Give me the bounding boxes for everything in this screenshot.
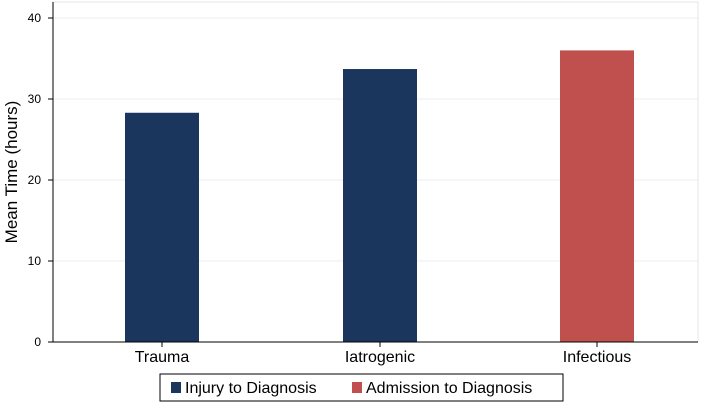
legend-label-injury: Injury to Diagnosis (185, 380, 317, 397)
bar-iatrogenic (343, 69, 417, 342)
bar-trauma (125, 112, 199, 343)
y-axis-title: Mean Time (hours) (2, 101, 21, 244)
y-tick-label: 20 (28, 173, 42, 187)
legend-swatch-admission (352, 382, 362, 393)
y-tick-label: 0 (34, 335, 41, 349)
y-tick-label: 40 (28, 11, 42, 25)
bar-infectious (560, 50, 634, 343)
x-axis-labels: Trauma Iatrogenic Infectious (135, 342, 631, 366)
x-tick-label: Iatrogenic (345, 349, 415, 366)
legend: Injury to Diagnosis Admission to Diagnos… (159, 373, 564, 402)
x-tick-label: Trauma (135, 349, 190, 366)
y-axis-ticks: 0 10 20 30 40 (28, 11, 53, 349)
y-tick-label: 30 (28, 92, 42, 106)
legend-swatch-injury (171, 382, 181, 393)
y-tick-label: 10 (28, 254, 42, 268)
legend-label-admission: Admission to Diagnosis (366, 380, 532, 397)
bars (125, 50, 634, 343)
x-tick-label: Infectious (563, 349, 631, 366)
